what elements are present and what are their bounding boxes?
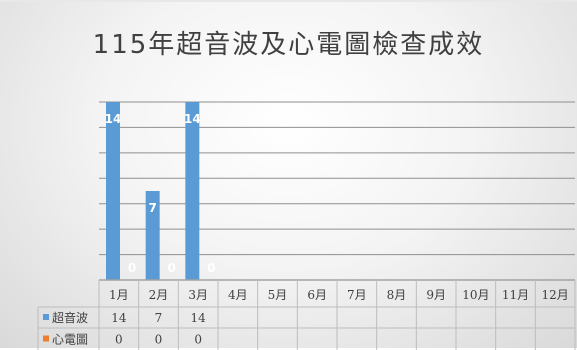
bar-ultrasound [106, 102, 120, 280]
chart-title: 115年超音波及心電圖檢查成效 [92, 30, 485, 60]
category-label: 1月 [109, 288, 129, 302]
category-label: 6月 [307, 288, 327, 302]
category-label: 7月 [347, 288, 367, 302]
category-label: 8月 [387, 288, 407, 302]
category-label: 5月 [268, 288, 288, 302]
category-label: 10月 [462, 288, 489, 302]
category-label: 12月 [542, 288, 569, 302]
data-label: 7 [148, 201, 156, 215]
table-cell: 0 [115, 333, 123, 347]
category-label: 4月 [228, 288, 248, 302]
data-label: 0 [128, 261, 136, 275]
category-label: 2月 [149, 288, 169, 302]
legend-label: 心電圖 [52, 333, 88, 347]
table-cell: 14 [191, 311, 207, 325]
table-cell: 0 [194, 333, 202, 347]
category-label: 3月 [188, 288, 208, 302]
table-cell: 0 [155, 333, 163, 347]
data-label: 0 [207, 261, 215, 275]
bar-ultrasound [185, 102, 200, 280]
data-label: 0 [167, 261, 175, 275]
category-label: 11月 [502, 288, 529, 302]
data-label: 14 [184, 112, 201, 126]
legend-key [43, 335, 49, 342]
table-cell: 7 [155, 311, 163, 325]
data-label: 14 [105, 112, 122, 126]
legend-label: 超音波 [52, 310, 88, 325]
bar-ultrasound [145, 191, 160, 280]
legend-key [43, 314, 49, 320]
category-label: 9月 [426, 288, 446, 302]
table-cell: 14 [111, 311, 127, 325]
